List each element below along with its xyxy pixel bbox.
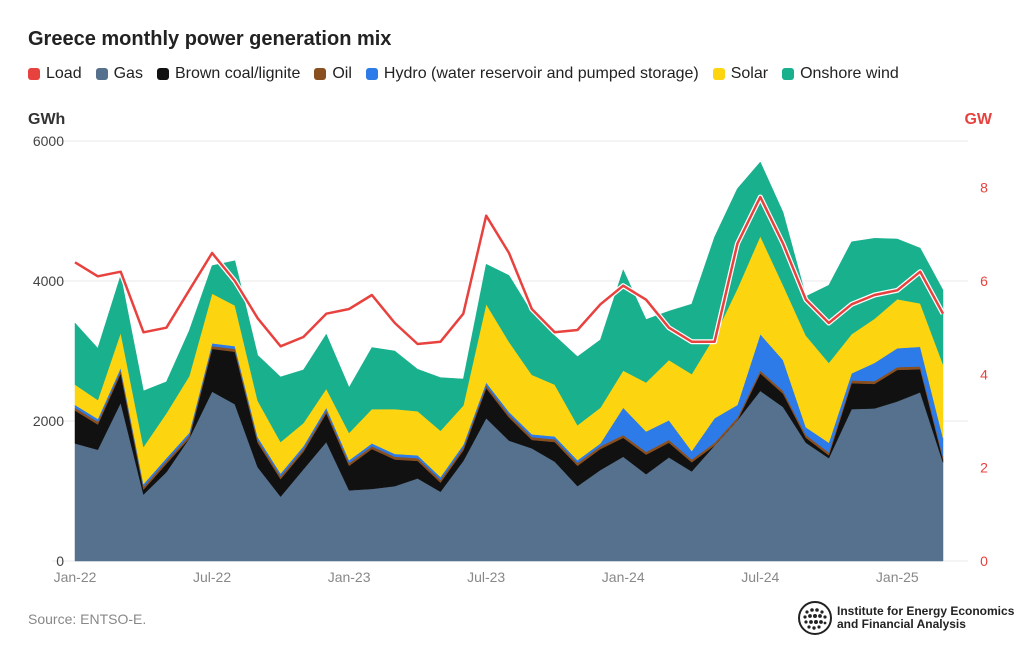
y-left-tick-label: 2000 — [33, 413, 64, 429]
y-left-tick-label: 6000 — [33, 133, 64, 149]
legend-label: Solar — [730, 65, 769, 82]
logo-line-1: Institute for Energy Economics — [837, 604, 1015, 618]
legend-item: Onshore wind — [782, 65, 899, 83]
logo-line-2: and Financial Analysis — [837, 617, 966, 631]
x-tick-label: Jul-23 — [467, 569, 505, 585]
legend-swatch — [782, 68, 795, 80]
load-line — [74, 195, 945, 348]
y-right-tick-label: 6 — [980, 273, 988, 289]
y-right-axis-label: GW — [964, 111, 992, 128]
y-right-tick-label: 8 — [980, 180, 988, 196]
y-right-tick-label: 0 — [980, 553, 988, 569]
x-tick-label: Jan-23 — [328, 569, 371, 585]
legend-swatch — [28, 68, 40, 80]
legend-swatch — [365, 68, 378, 80]
legend-label: Brown coal/lignite — [174, 65, 301, 82]
legend-swatch — [95, 68, 108, 80]
x-tick-label: Jan-24 — [602, 569, 645, 585]
legend-swatch — [314, 68, 327, 80]
legend-item: Solar — [712, 65, 769, 83]
legend: Load Gas Brown coal/lignite Oil Hydro (water… — [28, 65, 913, 83]
y-left-tick-label: 0 — [56, 553, 64, 569]
area-onshore-wind — [74, 161, 944, 448]
chart-title: Greece monthly power generation mix — [28, 28, 392, 50]
legend-item: Gas — [95, 65, 143, 83]
y-right-tick-label: 4 — [980, 366, 988, 382]
legend-swatch — [712, 68, 725, 80]
legend-label: Hydro (water reservoir and pumped storag… — [383, 65, 699, 82]
globe-icon — [798, 601, 832, 635]
x-tick-label: Jul-24 — [741, 569, 779, 585]
legend-item: Brown coal/lignite — [156, 65, 301, 83]
x-tick-label: Jan-22 — [54, 569, 97, 585]
y-left-tick-label: 4000 — [33, 273, 64, 289]
legend-label: Gas — [113, 65, 143, 82]
legend-label: Oil — [332, 65, 352, 82]
legend-item: Hydro (water reservoir and pumped storag… — [365, 65, 699, 83]
y-left-axis-label: GWh — [28, 111, 65, 128]
legend-item: Load — [28, 65, 82, 83]
source-note: Source: ENTSO-E. — [28, 611, 147, 627]
legend-label: Load — [46, 65, 82, 82]
legend-swatch — [156, 68, 169, 80]
iee-logo: Institute for Energy Economics and Finan… — [797, 600, 1014, 636]
x-tick-label: Jul-22 — [193, 569, 231, 585]
legend-label: Onshore wind — [800, 65, 899, 82]
x-tick-label: Jan-25 — [876, 569, 919, 585]
legend-item: Oil — [314, 65, 352, 83]
y-right-tick-label: 2 — [980, 460, 988, 476]
